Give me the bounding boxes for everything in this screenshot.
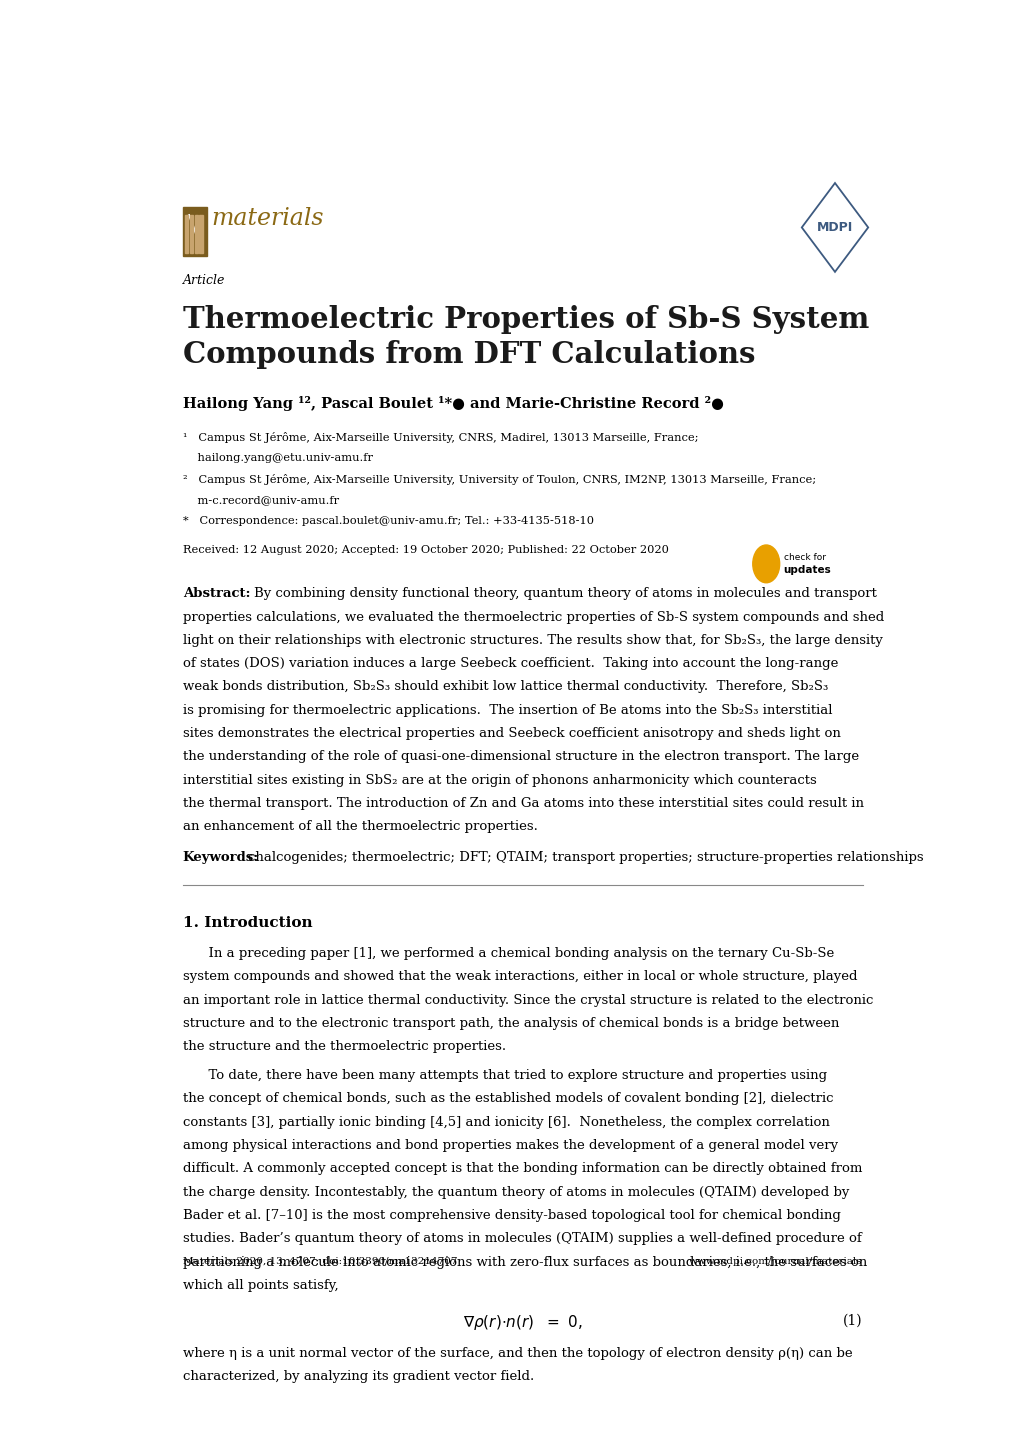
Text: MDPI: MDPI — [816, 221, 852, 234]
Text: of states (DOS) variation induces a large Seebeck coefficient.  Taking into acco: of states (DOS) variation induces a larg… — [182, 658, 838, 671]
Text: Keywords:: Keywords: — [182, 851, 259, 864]
Text: an enhancement of all the thermoelectric properties.: an enhancement of all the thermoelectric… — [182, 820, 537, 833]
Text: studies. Bader’s quantum theory of atoms in molecules (QTAIM) supplies a well-de: studies. Bader’s quantum theory of atoms… — [182, 1233, 861, 1246]
Text: an important role in lattice thermal conductivity. Since the crystal structure i: an important role in lattice thermal con… — [182, 994, 872, 1007]
Bar — [185, 215, 189, 252]
Circle shape — [752, 545, 779, 583]
Text: m-c.record@univ-amu.fr: m-c.record@univ-amu.fr — [182, 495, 338, 505]
Text: In a preceding paper [1], we performed a chemical bonding analysis on the ternar: In a preceding paper [1], we performed a… — [182, 947, 834, 960]
Text: (1): (1) — [843, 1314, 862, 1327]
Text: weak bonds distribution, Sb₂S₃ should exhibit low lattice thermal conductivity. : weak bonds distribution, Sb₂S₃ should ex… — [182, 681, 827, 694]
Text: difficult. A commonly accepted concept is that the bonding information can be di: difficult. A commonly accepted concept i… — [182, 1162, 861, 1175]
Text: where η is a unit normal vector of the surface, and then the topology of electro: where η is a unit normal vector of the s… — [182, 1347, 852, 1360]
Text: To date, there have been many attempts that tried to explore structure and prope: To date, there have been many attempts t… — [182, 1069, 826, 1082]
Text: check for: check for — [783, 552, 824, 562]
Bar — [190, 215, 193, 252]
Bar — [200, 215, 203, 252]
Text: constants [3], partially ionic binding [4,5] and ionicity [6].  Nonetheless, the: constants [3], partially ionic binding [… — [182, 1116, 828, 1129]
Text: Hailong Yang ¹², Pascal Boulet ¹*● and Marie-Christine Record ²●: Hailong Yang ¹², Pascal Boulet ¹*● and M… — [182, 397, 723, 411]
Text: which all points satisfy,: which all points satisfy, — [182, 1279, 338, 1292]
Text: Article: Article — [182, 274, 225, 287]
Text: light on their relationships with electronic structures. The results show that, : light on their relationships with electr… — [182, 634, 881, 647]
Text: materials: materials — [211, 208, 323, 231]
Text: among physical interactions and bond properties makes the development of a gener: among physical interactions and bond pro… — [182, 1139, 838, 1152]
Text: Thermoelectric Properties of Sb-S System
Compounds from DFT Calculations: Thermoelectric Properties of Sb-S System… — [182, 306, 868, 369]
Text: *   Correspondence: pascal.boulet@univ-amu.fr; Tel.: +33-4135-518-10: * Correspondence: pascal.boulet@univ-amu… — [182, 516, 593, 526]
Text: partitioning a molecule into atomic regions with zero-flux surfaces as boundarie: partitioning a molecule into atomic regi… — [182, 1256, 866, 1269]
Text: system compounds and showed that the weak interactions, either in local or whole: system compounds and showed that the wea… — [182, 970, 857, 983]
Text: Abstract:: Abstract: — [182, 587, 250, 600]
Text: sites demonstrates the electrical properties and Seebeck coefficient anisotropy : sites demonstrates the electrical proper… — [182, 727, 840, 740]
Text: Bader et al. [7–10] is the most comprehensive density-based topological tool for: Bader et al. [7–10] is the most comprehe… — [182, 1208, 840, 1221]
Text: Received: 12 August 2020; Accepted: 19 October 2020; Published: 22 October 2020: Received: 12 August 2020; Accepted: 19 O… — [182, 545, 668, 555]
Text: ²   Campus St Jérôme, Aix-Marseille University, University of Toulon, CNRS, IM2N: ² Campus St Jérôme, Aix-Marseille Univer… — [182, 474, 815, 485]
Text: $\nabla\rho(r){\cdot}n(r)\ \ =\ 0,$: $\nabla\rho(r){\cdot}n(r)\ \ =\ 0,$ — [463, 1314, 582, 1332]
Text: interstitial sites existing in SbS₂ are at the origin of phonons anharmonicity w: interstitial sites existing in SbS₂ are … — [182, 774, 816, 787]
Text: updates: updates — [783, 565, 830, 575]
Text: ¹   Campus St Jérôme, Aix-Marseille University, CNRS, Madirel, 13013 Marseille, : ¹ Campus St Jérôme, Aix-Marseille Univer… — [182, 431, 698, 443]
Text: structure and to the electronic transport path, the analysis of chemical bonds i: structure and to the electronic transpor… — [182, 1017, 839, 1030]
Text: properties calculations, we evaluated the thermoelectric properties of Sb-S syst: properties calculations, we evaluated th… — [182, 610, 883, 623]
Text: the thermal transport. The introduction of Zn and Ga atoms into these interstiti: the thermal transport. The introduction … — [182, 797, 863, 810]
Text: By combining density functional theory, quantum theory of atoms in molecules and: By combining density functional theory, … — [254, 587, 876, 600]
Text: Materials 2020, 13, 4707; doi:10.3390/ma13214707: Materials 2020, 13, 4707; doi:10.3390/ma… — [182, 1256, 457, 1266]
Text: the concept of chemical bonds, such as the established models of covalent bondin: the concept of chemical bonds, such as t… — [182, 1093, 833, 1106]
Text: is promising for thermoelectric applications.  The insertion of Be atoms into th: is promising for thermoelectric applicat… — [182, 704, 832, 717]
Text: the understanding of the role of quasi-one-dimensional structure in the electron: the understanding of the role of quasi-o… — [182, 750, 858, 763]
Text: characterized, by analyzing its gradient vector field.: characterized, by analyzing its gradient… — [182, 1370, 534, 1383]
Bar — [195, 215, 198, 252]
Text: the charge density. Incontestably, the quantum theory of atoms in molecules (QTA: the charge density. Incontestably, the q… — [182, 1185, 849, 1198]
Text: hailong.yang@etu.univ-amu.fr: hailong.yang@etu.univ-amu.fr — [182, 453, 373, 463]
Text: chalcogenides; thermoelectric; DFT; QTAIM; transport properties; structure-prope: chalcogenides; thermoelectric; DFT; QTAI… — [249, 851, 923, 864]
Text: www.mdpi.com/journal/materials: www.mdpi.com/journal/materials — [689, 1256, 862, 1266]
Text: the structure and the thermoelectric properties.: the structure and the thermoelectric pro… — [182, 1040, 505, 1053]
Text: ✓: ✓ — [760, 557, 771, 571]
Bar — [182, 208, 206, 257]
Text: 1. Introduction: 1. Introduction — [182, 916, 312, 930]
